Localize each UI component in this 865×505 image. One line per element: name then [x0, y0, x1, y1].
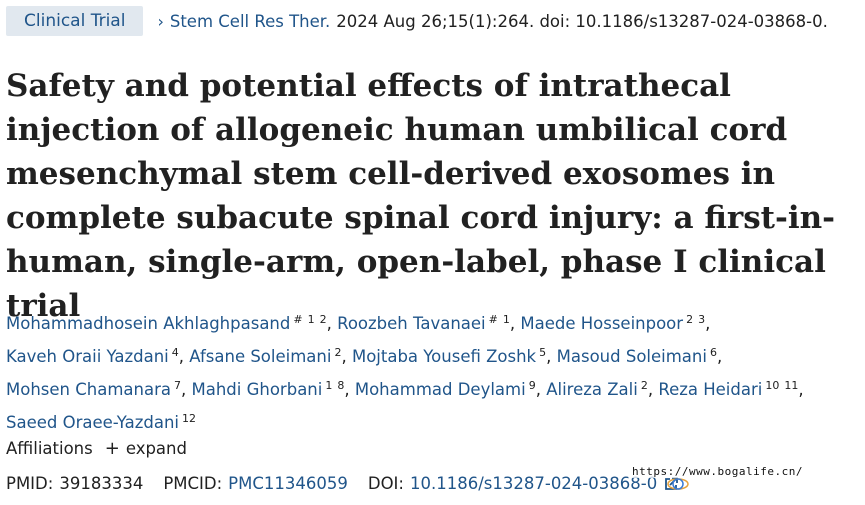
watermark-text: https://www.bogalife.cn/	[632, 465, 803, 478]
author-name-link[interactable]: Saeed Oraee-Yazdani	[6, 413, 179, 432]
author-item: Saeed Oraee-Yazdani 12	[6, 412, 196, 432]
doi-label: DOI:	[367, 474, 404, 493]
author-name-link[interactable]: Afsane Soleimani	[189, 347, 332, 366]
doi-link[interactable]: 10.1186/s13287-024-03868-0	[409, 474, 658, 493]
author-name-link[interactable]: Reza Heidari	[658, 380, 763, 399]
affiliation-marker[interactable]: #	[293, 313, 303, 326]
identifiers-row: PMID: 39183334 PMCID: PMC11346059 DOI: 1…	[6, 474, 679, 493]
affiliation-marker[interactable]: 7	[173, 379, 181, 392]
authors-list: Mohammadhosein Akhlaghpasand #1 2, Roozbeh…	[6, 313, 804, 432]
author-item: Maede Hosseinpoor 2 3	[520, 313, 706, 333]
affiliation-marker[interactable]: 2	[640, 379, 648, 392]
author-item: Alireza Zali 2	[546, 379, 648, 399]
author-item: Reza Heidari 10 11	[658, 379, 799, 399]
plus-icon[interactable]: +	[104, 438, 120, 459]
affiliation-marker[interactable]: 1	[325, 379, 333, 392]
affiliation-marker[interactable]: 2	[334, 346, 342, 359]
article-title: Safety and potential effects of intrathe…	[6, 68, 836, 324]
author-item: Mohammadhosein Akhlaghpasand #1 2	[6, 313, 327, 333]
affiliation-marker[interactable]: 2	[686, 313, 694, 326]
citation-details: 2024 Aug 26;15(1):264. doi: 10.1186/s132…	[336, 11, 828, 31]
author-item: Kaveh Oraii Yazdani 4	[6, 346, 179, 366]
author-name-link[interactable]: Mohammad Deylami	[354, 380, 526, 399]
author-name-link[interactable]: Mahdi Ghorbani	[191, 380, 323, 399]
author-name-link[interactable]: Alireza Zali	[546, 380, 638, 399]
author-name-link[interactable]: Maede Hosseinpoor	[520, 314, 684, 333]
author-name-link[interactable]: Kaveh Oraii Yazdani	[6, 347, 169, 366]
affiliation-marker[interactable]: 1	[307, 313, 315, 326]
citation: › Stem Cell Res Ther. 2024 Aug 26;15(1):…	[157, 12, 827, 31]
author-item: Mohammad Deylami 9	[354, 379, 536, 399]
author-item: Mohsen Chamanara 7	[6, 379, 181, 399]
header-row: Clinical Trial › Stem Cell Res Ther. 202…	[6, 6, 828, 36]
chevron-right-icon[interactable]: ›	[157, 11, 164, 31]
affiliation-marker[interactable]: 4	[171, 346, 179, 359]
affiliation-marker[interactable]: 11	[784, 379, 799, 392]
author-item: Masoud Soleimani 6	[556, 346, 717, 366]
journal-link[interactable]: Stem Cell Res Ther.	[169, 11, 331, 31]
affiliations-row: Affiliations + expand	[6, 438, 187, 459]
affiliation-marker[interactable]: 2	[319, 313, 327, 326]
affiliation-marker[interactable]: 8	[337, 379, 345, 392]
affiliations-label: Affiliations	[6, 439, 93, 458]
author-name-link[interactable]: Mohsen Chamanara	[6, 380, 171, 399]
watermark-logo-icon	[667, 478, 689, 490]
author-item: Roozbeh Tavanaei #1	[337, 313, 510, 333]
author-name-link[interactable]: Masoud Soleimani	[556, 347, 707, 366]
pmid-label: PMID:	[6, 474, 54, 493]
pmid-value: 39183334	[59, 474, 144, 493]
author-item: Mahdi Ghorbani 1 8	[191, 379, 345, 399]
expand-affiliations-button[interactable]: expand	[125, 439, 187, 458]
author-name-link[interactable]: Mojtaba Yousefi Zoshk	[351, 347, 537, 366]
pmcid-label: PMCID:	[163, 474, 223, 493]
affiliation-marker[interactable]: 1	[502, 313, 510, 326]
affiliation-marker[interactable]: 12	[182, 412, 196, 425]
author-item: Afsane Soleimani 2	[189, 346, 342, 366]
affiliation-marker[interactable]: 3	[698, 313, 706, 326]
affiliation-marker[interactable]: #	[488, 313, 498, 326]
author-name-link[interactable]: Roozbeh Tavanaei	[337, 314, 486, 333]
affiliation-marker[interactable]: 9	[528, 379, 536, 392]
publication-type-badge[interactable]: Clinical Trial	[6, 6, 144, 36]
pmcid-link[interactable]: PMC11346059	[228, 474, 348, 493]
affiliation-marker[interactable]: 5	[539, 346, 547, 359]
author-name-link[interactable]: Mohammadhosein Akhlaghpasand	[6, 314, 291, 333]
author-item: Mojtaba Yousefi Zoshk 5	[351, 346, 547, 366]
affiliation-marker[interactable]: 10	[765, 379, 780, 392]
affiliation-marker[interactable]: 6	[709, 346, 717, 359]
